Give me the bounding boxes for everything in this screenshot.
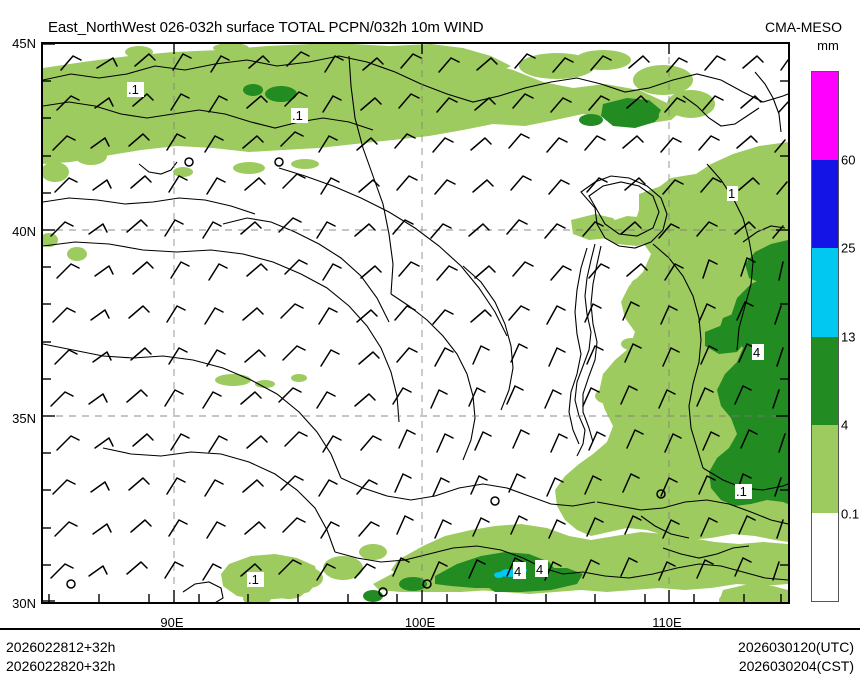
ytick-label-35n: 35N <box>12 411 36 426</box>
wind-barbs <box>50 51 788 597</box>
contour-label: 4 <box>535 560 548 577</box>
axis-ticks-inner <box>43 44 788 602</box>
map-canvas: .1 .1 1 4 .1 .1 4 4 <box>43 44 788 602</box>
map-gridlines <box>43 44 788 602</box>
contour-label: 4 <box>752 344 764 360</box>
ytick-label-40n: 40N <box>12 224 36 239</box>
svg-text:4: 4 <box>536 562 543 577</box>
colorbar-tick-13: 13 <box>841 329 856 345</box>
map-boundaries <box>43 55 788 602</box>
svg-text:4: 4 <box>514 564 521 579</box>
svg-text:.1: .1 <box>128 82 139 97</box>
colorbar-tick-0.1: 0.1 <box>841 506 860 522</box>
colorbar-band-25-60 <box>812 160 838 249</box>
colorbar-tick-labels: 60 25 13 4 0.1 <box>841 71 860 602</box>
colorbar-tick-4: 4 <box>841 417 849 433</box>
xtick-label-90e: 90E <box>160 615 184 630</box>
contour-label: .1 <box>291 108 308 123</box>
contour-label: .1 <box>127 82 144 97</box>
contour-label: 1 <box>727 186 738 201</box>
colorbar-tick-25: 25 <box>841 240 856 256</box>
colorbar-band-0-0.1 <box>812 512 838 601</box>
footer-valid-line-cst: 2026030204(CST) <box>738 658 854 674</box>
svg-text:1: 1 <box>728 186 735 201</box>
svg-text:.1: .1 <box>292 108 303 123</box>
ytick-label-30n: 30N <box>12 596 36 611</box>
colorbar-unit-label: mm <box>817 38 839 53</box>
footer-init-line-2: 2026022820+32h <box>6 658 116 674</box>
contour-label: .1 <box>735 484 752 499</box>
colorbar-band-4-13 <box>812 336 838 425</box>
xtick-label-110e: 110E <box>652 615 682 630</box>
model-tag: CMA-MESO <box>765 19 842 35</box>
contour-labels: .1 .1 1 4 .1 .1 4 4 <box>127 82 764 587</box>
colorbar[interactable] <box>811 71 839 602</box>
colorbar-band-60plus <box>812 72 838 161</box>
xtick-label-100e: 100E <box>404 615 436 630</box>
colorbar-band-13-25 <box>812 248 838 337</box>
colorbar-band-0.1-4 <box>812 424 838 513</box>
page-title: East_NorthWest 026-032h surface TOTAL PC… <box>48 19 484 36</box>
contour-label: 4 <box>513 562 526 579</box>
ytick-label-45n: 45N <box>12 36 36 51</box>
colorbar-tick-60: 60 <box>841 152 856 168</box>
footer-init-line-1: 2026022812+32h <box>6 639 116 655</box>
svg-text:.1: .1 <box>248 572 259 587</box>
svg-text:4: 4 <box>753 345 760 360</box>
precip-band-dark-green <box>243 84 788 602</box>
contour-label: .1 <box>247 572 264 587</box>
footer-valid-times: 2026030120(UTC) 2026030204(CST) <box>738 638 854 676</box>
map-plot-area[interactable]: .1 .1 1 4 .1 .1 4 4 <box>41 42 790 604</box>
svg-text:.1: .1 <box>736 484 747 499</box>
footer-divider <box>0 628 860 630</box>
footer-valid-line-utc: 2026030120(UTC) <box>738 639 854 655</box>
footer-init-times: 2026022812+32h 2026022820+32h <box>6 638 115 676</box>
